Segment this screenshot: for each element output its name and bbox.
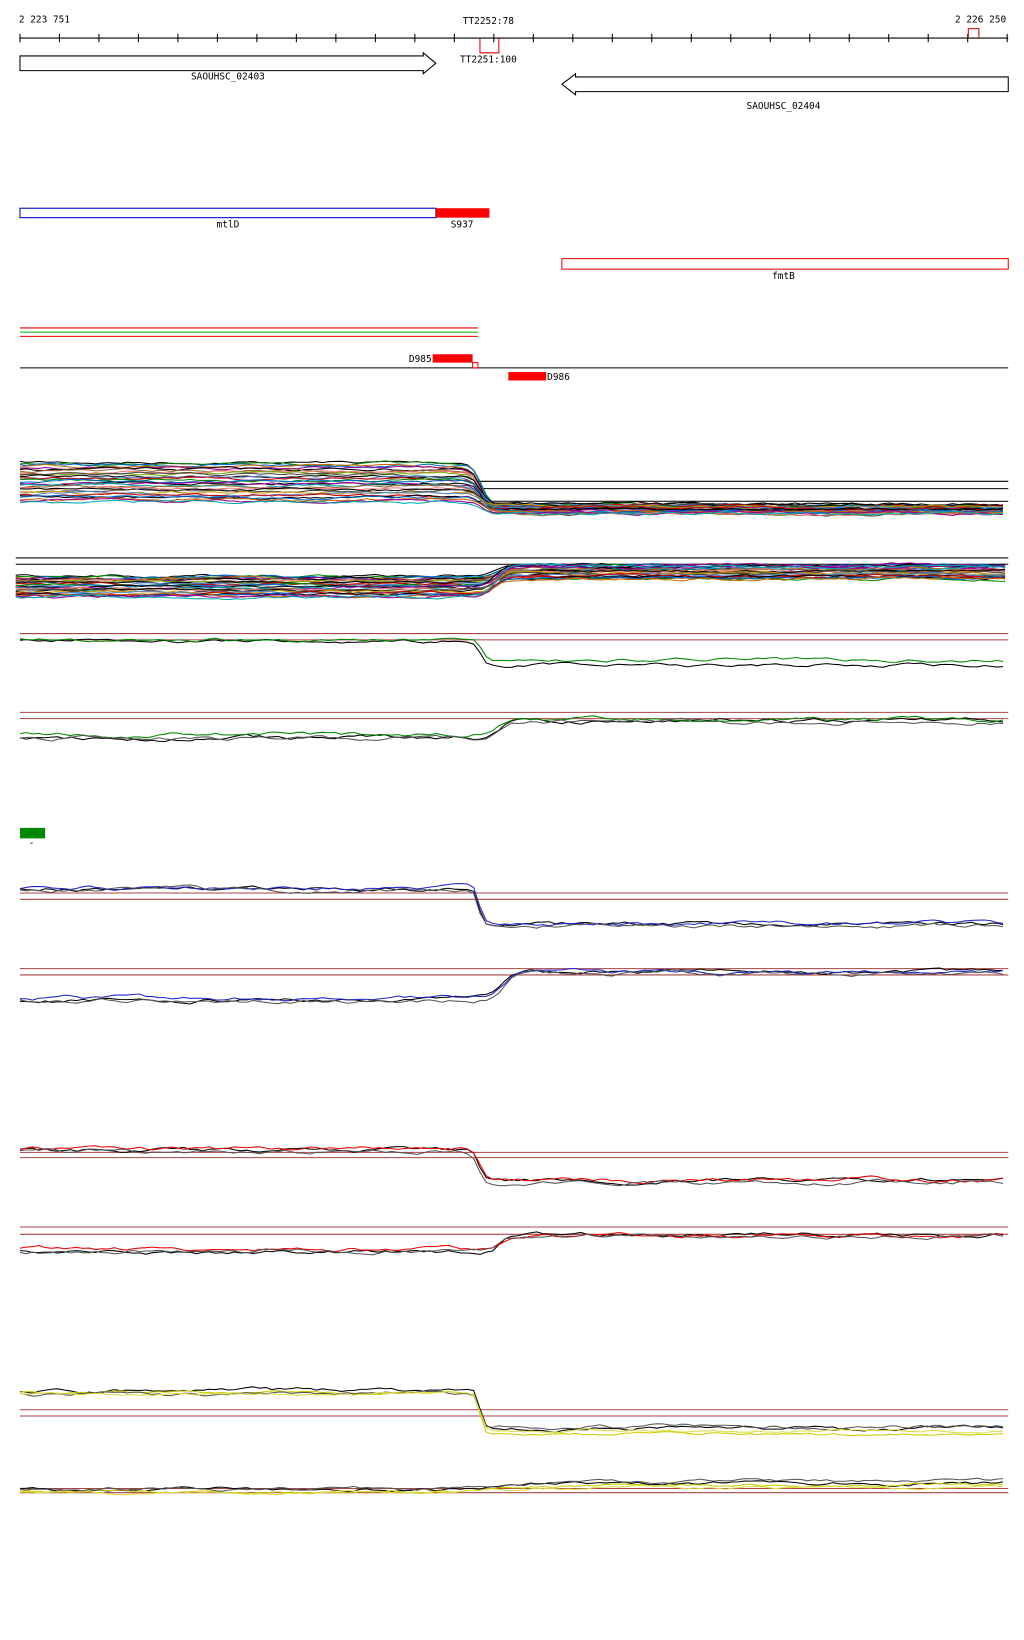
- signal-line: [19, 1484, 1004, 1496]
- signal-line: [15, 576, 1006, 599]
- legend-label: -: [29, 838, 35, 849]
- signal-line: [19, 1232, 1004, 1253]
- signal-line: [19, 969, 1004, 1005]
- gene-label: SAOUHSC_02404: [747, 101, 821, 112]
- signal-line: [15, 572, 1006, 596]
- ruler-start: 2 223 751: [19, 15, 70, 26]
- marker-notch: [479, 38, 500, 54]
- signal-line: [19, 717, 1004, 742]
- ruler-ticks: [19, 33, 1008, 43]
- signal-line: [19, 1233, 1004, 1256]
- region-label: D986: [547, 372, 570, 383]
- signal-line: [19, 885, 1004, 927]
- region-box: [508, 372, 547, 381]
- signal-line: [19, 715, 1004, 739]
- gene-arrow: [19, 51, 437, 75]
- region-label: D985: [409, 354, 432, 365]
- legend-swatch: [19, 827, 46, 839]
- marker-notch: [967, 28, 980, 39]
- gene-label: SAOUHSC_02403: [191, 71, 265, 82]
- signal-line: [19, 1390, 1004, 1437]
- signal-line: [15, 563, 1006, 600]
- region-box: [472, 362, 479, 369]
- signal-line: [19, 883, 1004, 927]
- signal-line: [19, 1145, 1004, 1185]
- ruler-end: 2 226 250: [955, 15, 1006, 26]
- feature-box: [435, 208, 490, 218]
- signal-line: [19, 638, 1004, 668]
- signal-line: [15, 562, 1006, 599]
- signal-line: [19, 717, 1004, 743]
- marker-label: TT2251:100: [460, 55, 517, 66]
- signal-line: [19, 1146, 1004, 1186]
- feature-box: [19, 207, 437, 219]
- signal-line: [19, 490, 1004, 511]
- signal-line: [19, 1391, 1004, 1434]
- signal-line: [15, 569, 1006, 594]
- feature-label: fmtB: [772, 271, 795, 282]
- signal-tracks: [15, 460, 1009, 1496]
- signal-line: [19, 637, 1004, 663]
- signal-line: [19, 1477, 1004, 1492]
- signal-line: [19, 967, 1004, 1002]
- feature-label: mtlD: [217, 220, 240, 231]
- signal-line: [19, 884, 1004, 929]
- signal-line: [15, 566, 1006, 592]
- signal-line: [19, 499, 1004, 516]
- signal-line: [19, 1390, 1004, 1431]
- signal-line: [19, 1480, 1004, 1493]
- feature-label: S937: [451, 220, 474, 231]
- marker-label: TT2252:78: [463, 16, 514, 27]
- signal-line: [19, 1148, 1004, 1187]
- gene-arrow: [561, 72, 1009, 96]
- region-box: [432, 354, 473, 363]
- feature-box: [561, 258, 1009, 270]
